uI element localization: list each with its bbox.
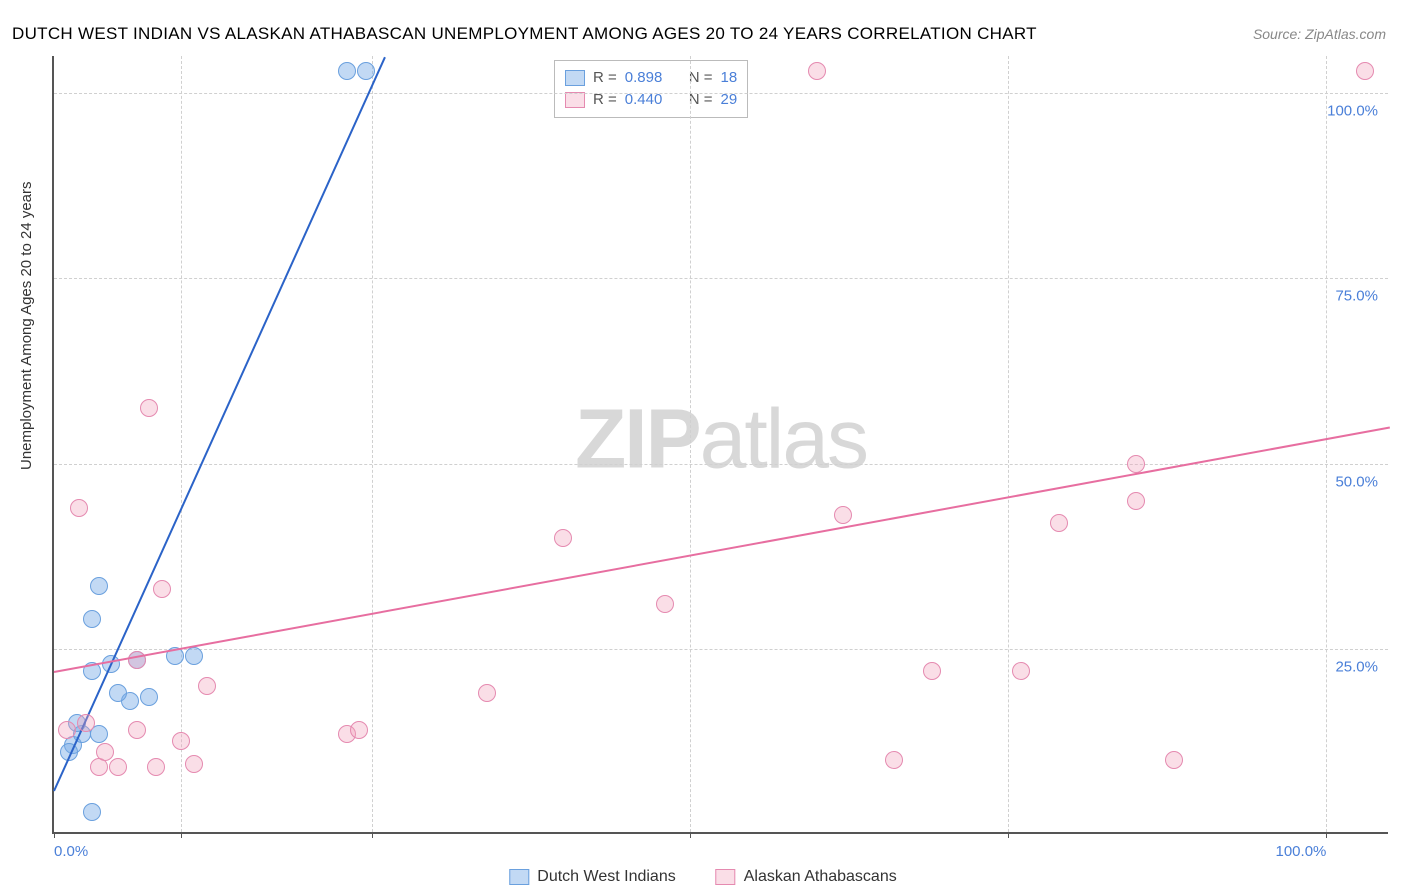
legend-n-label: N = [689,67,713,89]
x-tick-label: 0.0% [54,843,88,860]
scatter-point-pink [885,751,903,769]
scatter-point-pink [77,714,95,732]
y-tick-label: 25.0% [1335,658,1378,675]
scatter-point-pink [1127,455,1145,473]
legend-series-label: Dutch West Indians [537,868,675,886]
scatter-point-pink [350,721,368,739]
chart-container: DUTCH WEST INDIAN VS ALASKAN ATHABASCAN … [0,0,1406,892]
y-tick-label: 100.0% [1327,103,1378,120]
scatter-point-pink [153,580,171,598]
y-tick-label: 50.0% [1335,473,1378,490]
scatter-point-pink [1127,492,1145,510]
gridline-h [54,278,1388,279]
scatter-point-pink [478,684,496,702]
scatter-point-pink [96,743,114,761]
gridline-v [181,56,182,832]
gridline-v [1326,56,1327,832]
x-tick-mark [54,832,55,838]
scatter-point-pink [554,529,572,547]
gridline-h [54,649,1388,650]
scatter-point-pink [140,399,158,417]
scatter-point-pink [128,721,146,739]
scatter-point-pink [185,755,203,773]
y-tick-label: 75.0% [1335,288,1378,305]
legend-swatch-icon [565,92,585,108]
x-tick-mark [690,832,691,838]
scatter-point-blue [109,684,127,702]
y-axis-label: Unemployment Among Ages 20 to 24 years [18,181,35,470]
legend-n-value: 18 [721,67,738,89]
scatter-point-blue [338,62,356,80]
trend-line-blue [53,57,386,791]
scatter-point-pink [656,595,674,613]
scatter-point-pink [58,721,76,739]
scatter-point-pink [834,506,852,524]
scatter-point-pink [1165,751,1183,769]
scatter-point-pink [109,758,127,776]
legend-series-item-pink: Alaskan Athabascans [716,868,897,886]
gridline-v [1008,56,1009,832]
scatter-point-blue [185,647,203,665]
scatter-point-blue [140,688,158,706]
legend-swatch-icon [509,869,529,885]
scatter-point-pink [70,499,88,517]
scatter-point-pink [808,62,826,80]
scatter-point-blue [357,62,375,80]
gridline-h [54,93,1388,94]
x-tick-mark [181,832,182,838]
scatter-point-blue [83,610,101,628]
chart-title: DUTCH WEST INDIAN VS ALASKAN ATHABASCAN … [12,24,1037,44]
legend-r-value: 0.898 [625,67,681,89]
x-tick-mark [372,832,373,838]
scatter-point-blue [90,577,108,595]
scatter-point-pink [1050,514,1068,532]
legend-correlation: R =0.898N =18R =0.440N =29 [554,60,748,118]
scatter-point-pink [1356,62,1374,80]
scatter-point-pink [923,662,941,680]
x-tick-mark [1008,832,1009,838]
x-tick-mark [1326,832,1327,838]
legend-series-item-blue: Dutch West Indians [509,868,675,886]
scatter-point-pink [198,677,216,695]
legend-series-label: Alaskan Athabascans [744,868,897,886]
x-tick-label: 100.0% [1276,843,1327,860]
legend-swatch-icon [716,869,736,885]
plot-area: ZIPatlas R =0.898N =18R =0.440N =29 25.0… [52,56,1388,834]
legend-swatch-icon [565,70,585,86]
scatter-point-blue [83,803,101,821]
scatter-point-pink [1012,662,1030,680]
watermark-text-b: atlas [700,392,867,486]
gridline-v [372,56,373,832]
source-attribution: Source: ZipAtlas.com [1253,26,1386,42]
gridline-v [690,56,691,832]
legend-series: Dutch West Indians Alaskan Athabascans [509,868,896,886]
scatter-point-pink [172,732,190,750]
watermark-text-a: ZIP [575,392,700,486]
scatter-point-pink [147,758,165,776]
legend-correlation-row-blue: R = 0.898 N = 18 [565,67,737,89]
legend-r-label: R = [593,67,617,89]
watermark: ZIPatlas [575,391,867,488]
